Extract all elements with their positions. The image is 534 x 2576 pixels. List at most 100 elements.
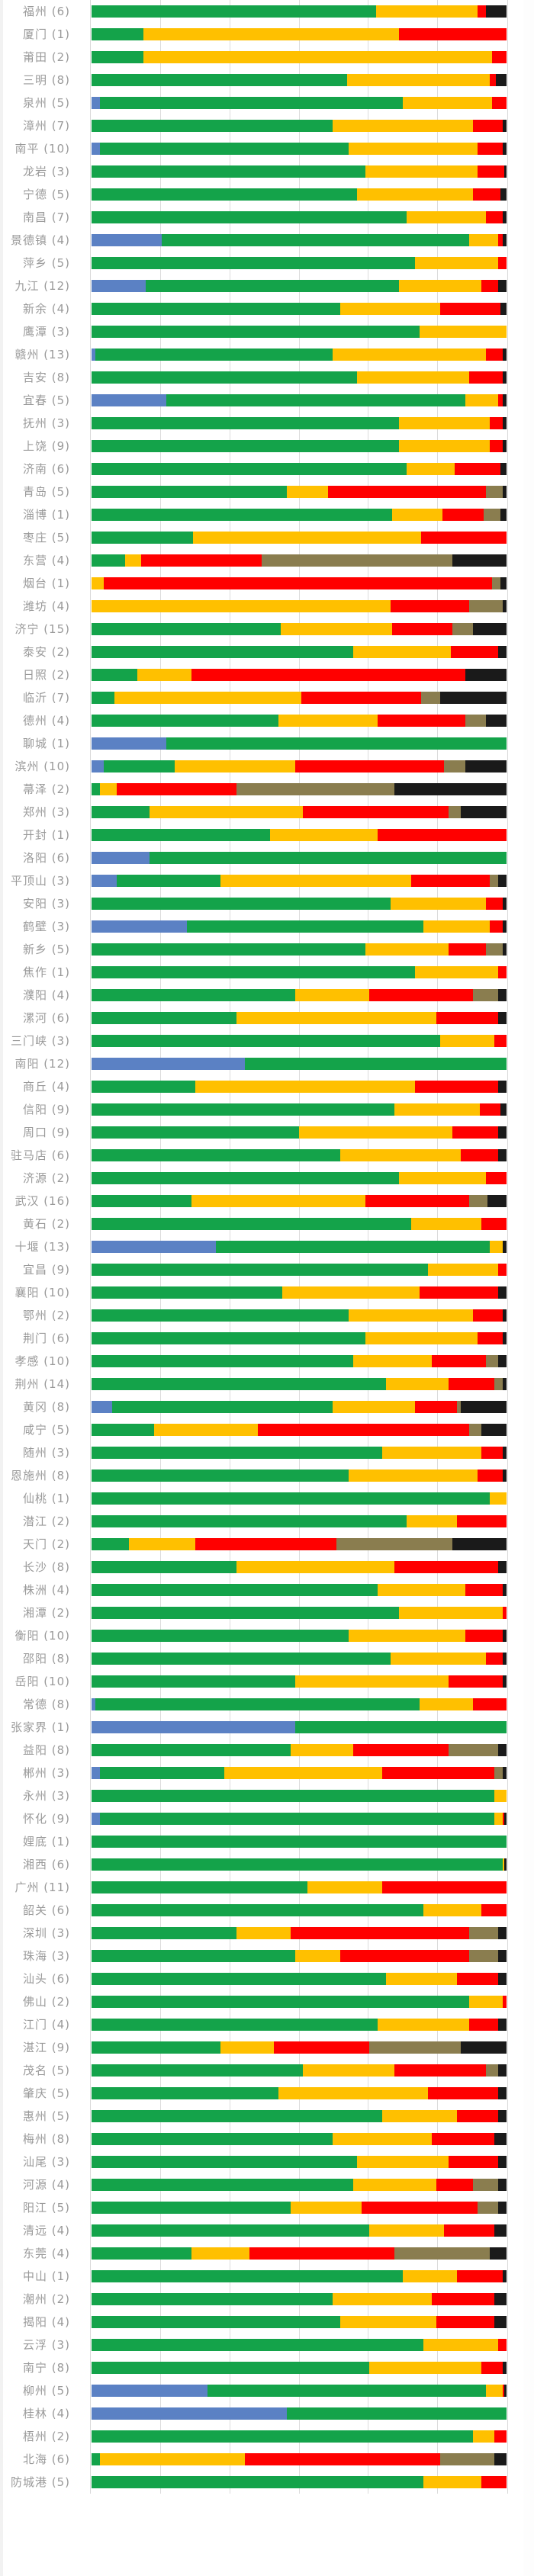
bar-segment-series-3[interactable] (407, 211, 486, 223)
bar-segment-series-5[interactable] (448, 1744, 499, 1756)
bar-segment-series-5[interactable] (485, 943, 503, 956)
bar-segment-series-4[interactable] (415, 1081, 499, 1093)
bar-segment-series-3[interactable] (365, 1332, 478, 1344)
bar-segment-series-2[interactable] (92, 829, 270, 841)
bar-segment-series-3[interactable] (439, 1035, 494, 1047)
bar-segment-series-3[interactable] (419, 326, 507, 338)
bar-segment-series-6[interactable] (500, 188, 507, 201)
stacked-bar[interactable] (92, 1561, 507, 1573)
bar-segment-series-4[interactable] (490, 417, 503, 429)
bar-segment-series-4[interactable] (473, 1309, 503, 1322)
stacked-bar[interactable] (92, 1630, 507, 1642)
bar-segment-series-6[interactable] (485, 715, 507, 727)
bar-segment-series-2[interactable] (187, 920, 424, 933)
bar-segment-series-4[interactable] (456, 2110, 499, 2122)
bar-segment-series-2[interactable] (92, 2179, 353, 2191)
bar-segment-series-3[interactable] (392, 509, 442, 521)
bar-segment-series-5[interactable] (490, 875, 499, 887)
bar-segment-series-6[interactable] (502, 943, 507, 956)
bar-segment-series-4[interactable] (479, 1103, 500, 1116)
bar-segment-series-3[interactable] (375, 5, 478, 18)
bar-segment-series-4[interactable] (274, 2041, 370, 2054)
bar-segment-series-4[interactable] (432, 2133, 494, 2145)
bar-segment-series-2[interactable] (92, 943, 366, 956)
bar-segment-series-2[interactable] (92, 554, 125, 567)
bar-segment-series-3[interactable] (490, 1492, 507, 1505)
bar-segment-series-4[interactable] (481, 1904, 507, 1916)
bar-segment-series-3[interactable] (280, 623, 393, 635)
stacked-bar[interactable] (92, 1698, 507, 1710)
bar-segment-series-3[interactable] (332, 1401, 416, 1413)
bar-segment-series-4[interactable] (432, 2293, 494, 2305)
bar-segment-series-4[interactable] (436, 2316, 494, 2328)
bar-segment-series-3[interactable] (99, 783, 117, 795)
bar-segment-series-6[interactable] (502, 371, 507, 384)
bar-segment-series-5[interactable] (236, 783, 395, 795)
bar-segment-series-6[interactable] (502, 2362, 507, 2374)
stacked-bar[interactable] (92, 1241, 507, 1253)
bar-segment-series-5[interactable] (484, 509, 500, 521)
bar-segment-series-3[interactable] (398, 1607, 503, 1619)
bar-segment-series-6[interactable] (494, 2293, 507, 2305)
bar-segment-series-2[interactable] (92, 2293, 333, 2305)
bar-segment-series-2[interactable] (92, 1927, 237, 1939)
bar-segment-series-4[interactable] (448, 1378, 494, 1390)
bar-segment-series-6[interactable] (496, 74, 507, 86)
bar-segment-series-6[interactable] (498, 875, 507, 887)
stacked-bar[interactable] (92, 1058, 507, 1070)
bar-segment-series-5[interactable] (485, 1355, 499, 1367)
bar-segment-series-4[interactable] (502, 2385, 505, 2397)
bar-segment-series-3[interactable] (473, 2430, 494, 2443)
bar-segment-series-6[interactable] (502, 1378, 507, 1390)
stacked-bar[interactable] (92, 1767, 507, 1779)
stacked-bar[interactable] (92, 783, 507, 795)
bar-segment-series-6[interactable] (502, 440, 507, 452)
bar-segment-series-6[interactable] (502, 2270, 507, 2282)
stacked-bar[interactable] (92, 875, 507, 887)
bar-segment-series-5[interactable] (452, 623, 474, 635)
stacked-bar[interactable] (92, 2247, 507, 2260)
bar-segment-series-4[interactable] (436, 1012, 499, 1024)
bar-segment-series-6[interactable] (502, 1447, 507, 1459)
bar-segment-series-2[interactable] (92, 1630, 349, 1642)
bar-segment-series-4[interactable] (410, 875, 491, 887)
stacked-bar[interactable] (92, 806, 507, 818)
bar-segment-series-4[interactable] (485, 898, 503, 910)
bar-segment-series-5[interactable] (485, 2064, 499, 2077)
bar-segment-series-4[interactable] (448, 1675, 503, 1688)
bar-segment-series-5[interactable] (473, 989, 499, 1001)
stacked-bar[interactable] (92, 394, 507, 406)
bar-segment-series-3[interactable] (307, 1881, 382, 1893)
stacked-bar[interactable] (92, 1469, 507, 1482)
bar-segment-series-4[interactable] (442, 509, 484, 521)
stacked-bar[interactable] (92, 326, 507, 338)
stacked-bar[interactable] (92, 1195, 507, 1207)
bar-segment-series-2[interactable] (92, 1447, 382, 1459)
bar-segment-series-3[interactable] (352, 646, 451, 658)
bar-segment-series-3[interactable] (423, 2339, 499, 2351)
bar-segment-series-2[interactable] (92, 165, 366, 178)
bar-segment-series-6[interactable] (498, 2179, 507, 2191)
bar-segment-series-2[interactable] (92, 211, 407, 223)
bar-segment-series-4[interactable] (294, 760, 445, 772)
stacked-bar[interactable] (92, 509, 507, 521)
bar-segment-series-4[interactable] (340, 1950, 469, 1962)
bar-segment-series-3[interactable] (278, 2087, 428, 2099)
bar-segment-series-4[interactable] (301, 692, 422, 704)
bar-segment-series-2[interactable] (92, 2270, 403, 2282)
bar-segment-series-6[interactable] (502, 1653, 507, 1665)
stacked-bar[interactable] (92, 1836, 507, 1848)
bar-segment-series-2[interactable] (92, 1195, 191, 1207)
bar-segment-series-3[interactable] (332, 2293, 433, 2305)
bar-segment-series-3[interactable] (286, 486, 329, 498)
bar-segment-series-4[interactable] (502, 1813, 505, 1825)
bar-segment-series-1[interactable] (92, 1241, 217, 1253)
bar-segment-series-4[interactable] (448, 2156, 499, 2168)
stacked-bar[interactable] (92, 1447, 507, 1459)
bar-segment-series-4[interactable] (481, 280, 499, 292)
bar-segment-series-4[interactable] (473, 120, 503, 132)
bar-segment-series-1[interactable] (92, 1767, 100, 1779)
stacked-bar[interactable] (92, 966, 507, 978)
bar-segment-series-2[interactable] (92, 1858, 503, 1871)
bar-segment-series-2[interactable] (207, 2385, 486, 2397)
